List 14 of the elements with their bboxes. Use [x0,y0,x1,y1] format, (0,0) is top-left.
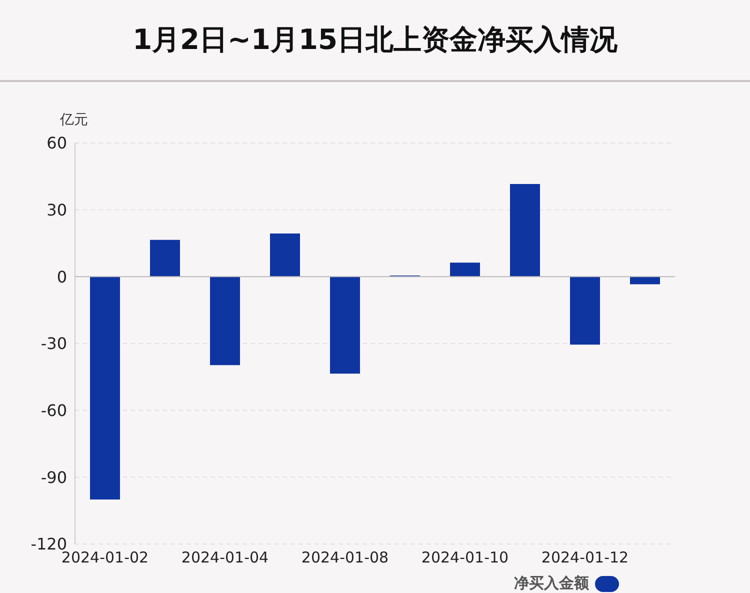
y-tick-label: 60 [46,134,67,153]
y-tick-label: 0 [56,267,67,286]
x-tick-label: 2024-01-04 [181,548,269,567]
y-tick-label: -90 [40,468,67,487]
y-tick-label: 30 [46,200,67,220]
y-tick-label: -30 [40,334,67,354]
legend-label: 净买入金额 [514,574,590,593]
y-tick-label: -60 [40,401,67,420]
chart-title: 1月2日~1月15日北上资金净买入情况 [0,0,750,82]
y-axis-title: 亿元 [60,111,88,129]
x-tick-label: 2024-01-10 [421,548,509,567]
x-tick-label: 2024-01-12 [541,548,629,567]
x-tick-label: 2024-01-08 [301,548,389,567]
x-tick-label: 2024-01-02 [61,548,149,567]
